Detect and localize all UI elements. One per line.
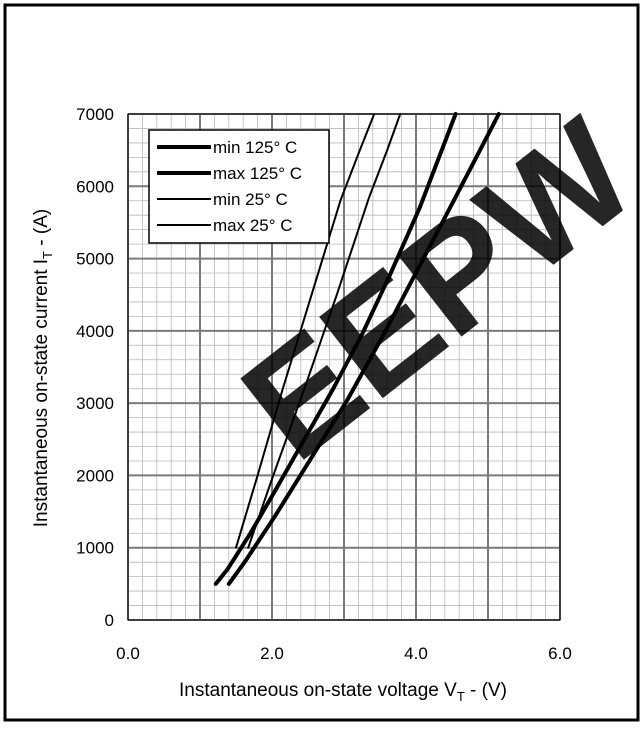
legend-label: min 25° C — [213, 190, 288, 209]
y-axis-label-sub: T — [40, 251, 55, 259]
y-tick-label: 2000 — [76, 466, 114, 485]
x-tick-label: 0.0 — [116, 644, 140, 663]
y-tick-label: 1000 — [76, 539, 114, 558]
y-tick-label: 0 — [105, 611, 114, 630]
x-tick-label: 2.0 — [260, 644, 284, 663]
series-line-4 — [247, 113, 402, 549]
y-tick-label: 5000 — [76, 250, 114, 269]
y-axis-label-main: Instantaneous on-state current I — [31, 259, 52, 527]
x-axis-label-tail: - (V) — [465, 680, 507, 701]
y-tick-label: 6000 — [76, 177, 114, 196]
plot-border — [127, 113, 561, 621]
y-tick-label: 7000 — [76, 105, 114, 124]
y-axis-label-tail: - (A) — [31, 209, 52, 251]
outer-border — [3, 3, 640, 722]
series-line-3 — [235, 113, 376, 549]
x-axis-ticks: 0.0 2.0 4.0 6.0 — [116, 644, 572, 663]
legend-label: max 125° C — [213, 164, 302, 183]
x-tick-label: 4.0 — [404, 644, 428, 663]
x-axis-label-sub: T — [457, 689, 465, 704]
series-layer — [213, 112, 501, 586]
y-axis-ticks: 0 1000 2000 3000 4000 5000 6000 7000 — [76, 105, 114, 630]
series-line-2 — [226, 112, 501, 586]
y-axis-label: Instantaneous on-state current IT - (A) — [31, 209, 55, 527]
legend-label: min 125° C — [213, 138, 297, 157]
x-axis-label: Instantaneous on-state voltage VT - (V) — [179, 680, 507, 704]
series-line-1 — [213, 112, 458, 586]
x-axis-label-main: Instantaneous on-state voltage V — [179, 680, 457, 701]
y-tick-label: 3000 — [76, 394, 114, 413]
y-tick-label: 4000 — [76, 322, 114, 341]
x-tick-label: 6.0 — [548, 644, 572, 663]
legend-label: max 25° C — [213, 216, 293, 235]
legend: min 125° C max 125° C min 25° C max 25° C — [148, 129, 330, 244]
